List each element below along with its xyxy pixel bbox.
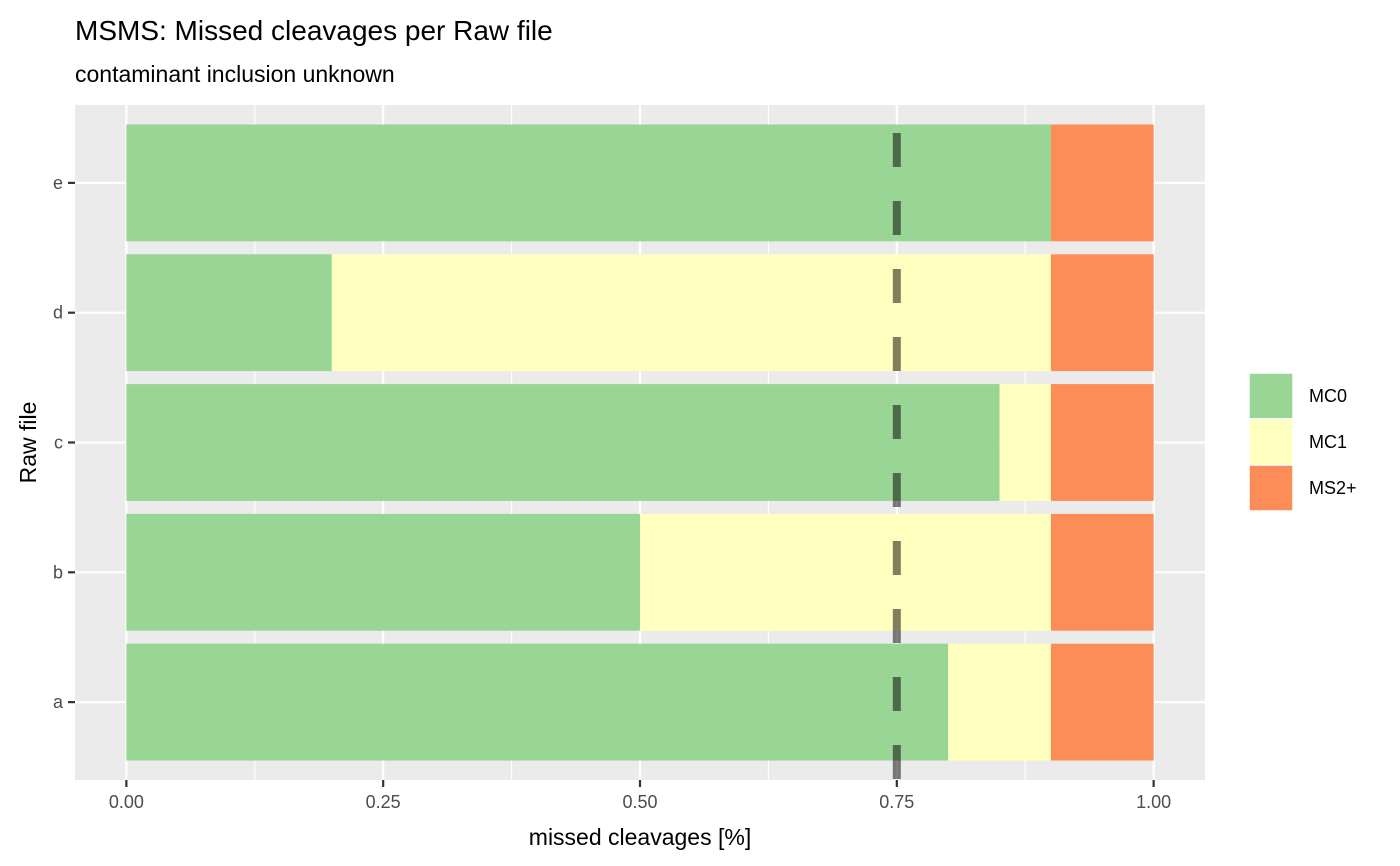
legend: MC0 MC1 MS2+	[1248, 372, 1357, 512]
y-axis-title: Raw file	[15, 402, 41, 484]
bar-segment-mc0-b	[126, 513, 640, 631]
x-tick-label: 0.75	[879, 792, 914, 812]
bar-segment-ms2-a	[1050, 643, 1154, 761]
y-axis: a b c d e	[53, 173, 75, 712]
bar-segment-ms2-d	[1050, 254, 1154, 372]
bar-segment-ms2-b	[1050, 513, 1154, 631]
legend-key-mc1	[1248, 418, 1294, 466]
bar-segment-mc1-a	[948, 643, 1051, 761]
x-axis-title: missed cleavages [%]	[529, 824, 751, 850]
bar-segment-ms2-e	[1050, 124, 1154, 242]
x-tick-label: 1.00	[1136, 792, 1171, 812]
chart-subtitle: contaminant inclusion unknown	[75, 61, 395, 87]
y-tick-label: a	[53, 692, 64, 712]
bar-segment-mc1-c	[999, 384, 1051, 501]
bar-segment-mc0-e	[126, 124, 1051, 242]
legend-key-mc0	[1248, 372, 1294, 420]
legend-label: MS2+	[1309, 478, 1357, 498]
bar-segment-mc0-a	[126, 643, 949, 761]
y-tick-label: d	[53, 303, 63, 323]
bars	[126, 124, 1154, 761]
legend-label: MC1	[1309, 432, 1347, 452]
bar-segment-mc0-d	[126, 254, 332, 372]
bar-segment-mc0-c	[126, 384, 1000, 501]
y-tick-label: b	[53, 562, 63, 582]
x-axis: 0.00 0.25 0.50 0.75 1.00	[109, 780, 1171, 812]
legend-key-ms2	[1248, 464, 1294, 512]
bar-segment-mc1-b	[640, 513, 1051, 631]
chart-title: MSMS: Missed cleavages per Raw file	[75, 15, 553, 46]
x-tick-label: 0.25	[366, 792, 401, 812]
bar-segment-ms2-c	[1050, 384, 1154, 501]
legend-label: MC0	[1309, 386, 1347, 406]
x-tick-label: 0.50	[622, 792, 657, 812]
y-tick-label: c	[54, 433, 63, 453]
y-tick-label: e	[53, 173, 63, 193]
bar-segment-mc1-d	[331, 254, 1051, 372]
x-tick-label: 0.00	[109, 792, 144, 812]
